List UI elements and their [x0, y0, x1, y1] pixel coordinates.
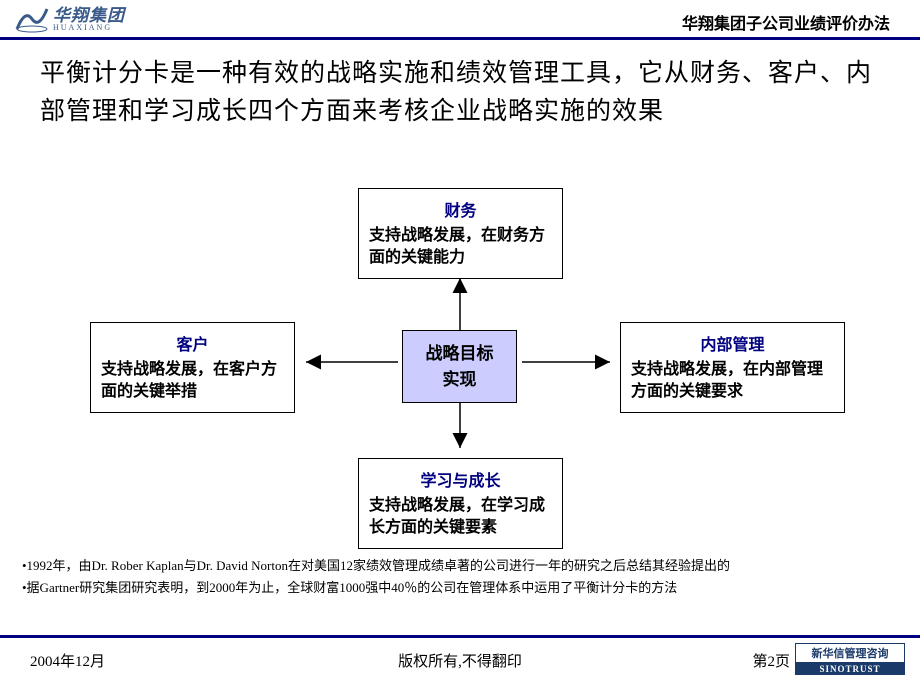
box-internal-desc: 支持战略发展，在内部管理方面的关键要求: [631, 359, 834, 404]
footnote-1: •1992年，由Dr. Rober Kaplan与Dr. David Norto…: [22, 555, 902, 577]
logo-text-cn: 华翔集团: [53, 7, 125, 24]
box-center-strategy: 战略目标 实现: [402, 330, 517, 403]
center-line1: 战略目标: [423, 341, 496, 367]
center-line2: 实现: [423, 367, 496, 393]
box-learning-desc: 支持战略发展，在学习成长方面的关键要素: [369, 495, 552, 540]
box-customer-desc: 支持战略发展，在客户方面的关键举措: [101, 359, 284, 404]
box-internal-title: 内部管理: [631, 331, 834, 355]
logo-text-en: HUAXIANG: [53, 24, 125, 32]
footer-divider: [0, 635, 920, 638]
box-customer: 客户 支持战略发展，在客户方面的关键举措: [90, 322, 295, 413]
page-title: 平衡计分卡是一种有效的战略实施和绩效管理工具，它从财务、客户、内部管理和学习成长…: [40, 55, 880, 130]
box-learning: 学习与成长 支持战略发展，在学习成长方面的关键要素: [358, 458, 563, 549]
footer-logo-en: SINOTRUST: [795, 663, 905, 675]
logo-icon: [15, 4, 49, 34]
footer-logo: 新华信管理咨询 SINOTRUST: [795, 643, 905, 675]
header-bar: 华翔集团 HUAXIANG 华翔集团子公司业绩评价办法: [0, 0, 920, 40]
box-learning-title: 学习与成长: [369, 467, 552, 491]
box-finance-desc: 支持战略发展，在财务方面的关键能力: [369, 225, 552, 270]
footnote-2: •据Gartner研究集团研究表明，到2000年为止，全球财富1000强中40％…: [22, 577, 902, 599]
header-title: 华翔集团子公司业绩评价办法: [682, 10, 890, 34]
box-finance: 财务 支持战略发展，在财务方面的关键能力: [358, 188, 563, 279]
footer-page: 第2页: [752, 650, 790, 671]
box-finance-title: 财务: [369, 197, 552, 221]
box-internal: 内部管理 支持战略发展，在内部管理方面的关键要求: [620, 322, 845, 413]
logo: 华翔集团 HUAXIANG: [15, 4, 125, 34]
footnotes: •1992年，由Dr. Rober Kaplan与Dr. David Norto…: [22, 555, 902, 599]
footer-logo-cn: 新华信管理咨询: [795, 643, 905, 663]
footer: 2004年12月 版权所有,不得翻印 第2页 新华信管理咨询 SINOTRUST: [0, 645, 920, 685]
box-customer-title: 客户: [101, 331, 284, 355]
bsc-diagram: 财务 支持战略发展，在财务方面的关键能力 客户 支持战略发展，在客户方面的关键举…: [0, 180, 920, 570]
